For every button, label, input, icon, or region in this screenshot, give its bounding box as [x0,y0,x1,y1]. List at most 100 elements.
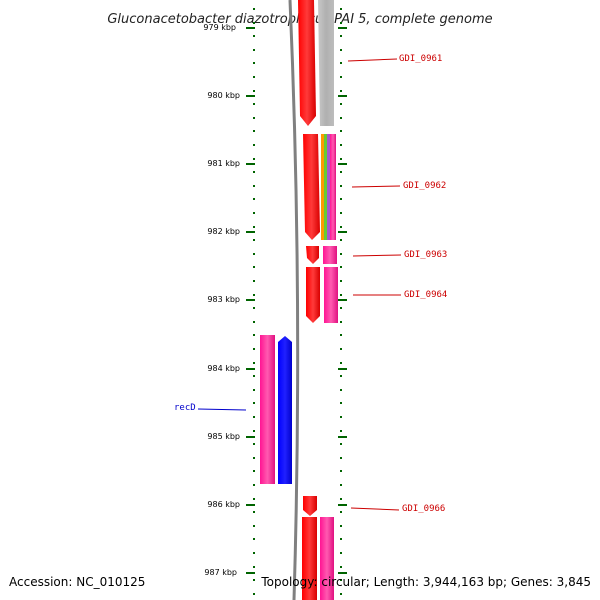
gene-gdi-0966-cds[interactable] [303,496,317,516]
left-minor-tick [253,294,255,296]
right-major-tick [338,368,347,370]
left-minor-tick [253,484,255,486]
gene-labels: GDI_0961 GDI_0962 GDI_0963 GDI_0964 recD… [174,54,447,514]
right-minor-tick [340,593,342,595]
gene-next-cds[interactable] [302,517,317,600]
left-minor-tick [253,8,255,10]
kbp-label-980: 980 kbp [207,91,240,100]
gene-gdi-0962-feature-pink[interactable] [330,134,336,240]
right-minor-tick [340,498,342,500]
left-minor-tick [253,130,255,132]
right-minor-tick [340,579,342,581]
gene-gdi-0962-feature-purple [327,134,330,240]
left-minor-tick [253,402,255,404]
right-minor-tick [340,294,342,296]
gene-gdi-0961-cds[interactable] [298,0,316,126]
kbp-label-982: 982 kbp [207,227,240,236]
left-major-tick [246,504,255,506]
gene-features [260,0,338,600]
gene-label-gdi-0966[interactable]: GDI_0966 [402,504,445,514]
left-minor-tick [253,334,255,336]
gene-label-gdi-0963[interactable]: GDI_0963 [404,250,447,260]
left-minor-tick [253,430,255,432]
leader-gdi-0961 [347,58,398,62]
leader-recd [197,408,247,411]
left-minor-tick [253,525,255,527]
left-minor-tick [253,538,255,540]
left-minor-tick [253,511,255,513]
right-tick-column [338,8,347,595]
gene-label-gdi-0962[interactable]: GDI_0962 [403,181,446,191]
right-minor-tick [340,375,342,377]
right-major-tick [338,504,347,506]
right-minor-tick [340,402,342,404]
left-minor-tick [253,579,255,581]
left-minor-tick [253,266,255,268]
right-minor-tick [340,144,342,146]
right-minor-tick [340,416,342,418]
left-minor-tick [253,307,255,309]
right-major-tick [338,299,347,301]
accession-text: Accession: NC_010125 [9,575,145,589]
gene-gdi-0962-feature-orange [321,134,324,240]
leader-gdi-0962 [351,185,401,188]
right-major-tick [338,436,347,438]
right-minor-tick [340,49,342,51]
left-minor-tick [253,280,255,282]
right-minor-tick [340,62,342,64]
kbp-scale: 979 kbp 980 kbp 981 kbp 982 kbp 983 kbp … [203,23,240,577]
kbp-label-987: 987 kbp [204,568,237,577]
left-minor-tick [253,158,255,160]
gene-label-gdi-0961[interactable]: GDI_0961 [399,54,442,64]
left-minor-tick [253,35,255,37]
gene-recd-cds[interactable] [278,336,292,484]
left-minor-tick [253,49,255,51]
right-minor-tick [340,117,342,119]
kbp-label-985: 985 kbp [207,432,240,441]
right-minor-tick [340,130,342,132]
left-minor-tick [253,76,255,78]
gene-leader-lines [197,58,402,511]
right-minor-tick [340,171,342,173]
right-major-tick [338,231,347,233]
left-tick-column [246,8,255,595]
left-minor-tick [253,198,255,200]
left-major-tick [246,231,255,233]
left-minor-tick [253,117,255,119]
gene-gdi-0963-cds[interactable] [306,246,319,264]
right-minor-tick [340,76,342,78]
right-minor-tick [340,470,342,472]
backbone-line [288,0,300,600]
right-minor-tick [340,552,342,554]
right-minor-tick [340,321,342,323]
gene-gdi-0963-feature[interactable] [323,246,337,264]
right-minor-tick [340,266,342,268]
right-minor-tick [340,90,342,92]
gene-gdi-0964-cds[interactable] [306,267,320,323]
right-minor-tick [340,457,342,459]
gene-label-recd[interactable]: recD [174,403,196,413]
gene-next-feature[interactable] [320,517,334,600]
gene-gdi-0962-cds[interactable] [303,134,320,240]
right-minor-tick [340,334,342,336]
left-minor-tick [253,552,255,554]
gene-gdi-0964-feature[interactable] [324,267,338,323]
right-minor-tick [340,389,342,391]
gene-label-gdi-0964[interactable]: GDI_0964 [404,290,447,300]
right-major-tick [338,572,347,574]
left-major-tick [246,368,255,370]
gene-gdi-0961-feature[interactable] [318,0,334,126]
gene-recd-feature[interactable] [260,335,275,484]
left-minor-tick [253,226,255,228]
left-minor-tick [253,348,255,350]
left-minor-tick [253,144,255,146]
right-minor-tick [340,430,342,432]
leader-gdi-0963 [352,254,402,257]
right-minor-tick [340,239,342,241]
left-minor-tick [253,253,255,255]
left-major-tick [246,163,255,165]
kbp-label-986: 986 kbp [207,500,240,509]
gene-gdi-0962-feature-green [324,134,327,240]
